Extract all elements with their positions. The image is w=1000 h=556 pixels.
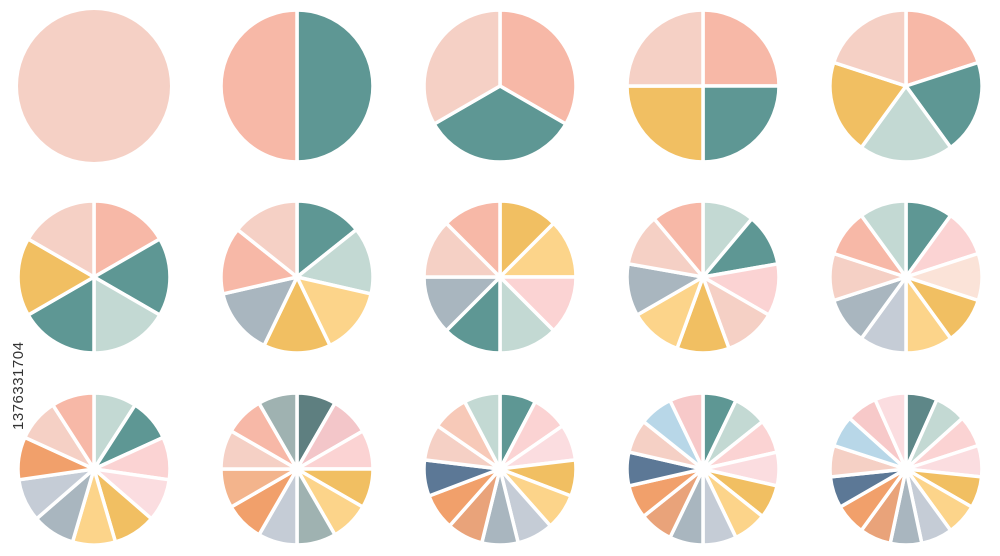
pie xyxy=(422,8,578,164)
slice xyxy=(219,227,299,296)
slice xyxy=(873,391,908,471)
slice xyxy=(295,8,375,164)
slice xyxy=(295,227,375,296)
pie xyxy=(625,8,781,164)
pie xyxy=(219,391,375,547)
pie xyxy=(625,391,781,547)
slice xyxy=(262,275,332,355)
pie xyxy=(422,199,578,355)
slice xyxy=(221,275,299,348)
slice xyxy=(668,391,705,471)
pie xyxy=(219,199,375,355)
slice xyxy=(462,391,502,471)
pie xyxy=(18,10,170,162)
slice xyxy=(16,237,96,317)
slice xyxy=(652,199,705,279)
slice xyxy=(92,275,162,355)
pie xyxy=(422,391,578,547)
pie xyxy=(828,391,984,547)
slice xyxy=(295,199,359,279)
slice xyxy=(701,84,781,164)
slice xyxy=(26,275,96,355)
slice xyxy=(828,60,908,150)
pie xyxy=(16,199,172,355)
slice xyxy=(257,391,299,471)
image-id: 1376331704 xyxy=(10,341,27,430)
slice xyxy=(235,199,299,279)
slice xyxy=(295,275,373,348)
pie xyxy=(16,391,172,547)
slice xyxy=(859,199,908,279)
slice xyxy=(92,237,172,317)
slice xyxy=(219,8,299,164)
pie xyxy=(828,199,984,355)
slice xyxy=(904,60,984,150)
slice xyxy=(625,8,705,88)
slice xyxy=(422,8,502,126)
slice xyxy=(701,8,781,88)
slice xyxy=(18,10,170,162)
pie xyxy=(625,199,781,355)
pie xyxy=(219,8,375,164)
slice xyxy=(859,84,953,164)
pie xyxy=(828,8,984,164)
slice xyxy=(444,199,502,279)
slice xyxy=(625,84,705,164)
slice xyxy=(92,199,162,279)
slice xyxy=(51,391,96,471)
slice xyxy=(26,199,96,279)
slice xyxy=(831,8,908,88)
